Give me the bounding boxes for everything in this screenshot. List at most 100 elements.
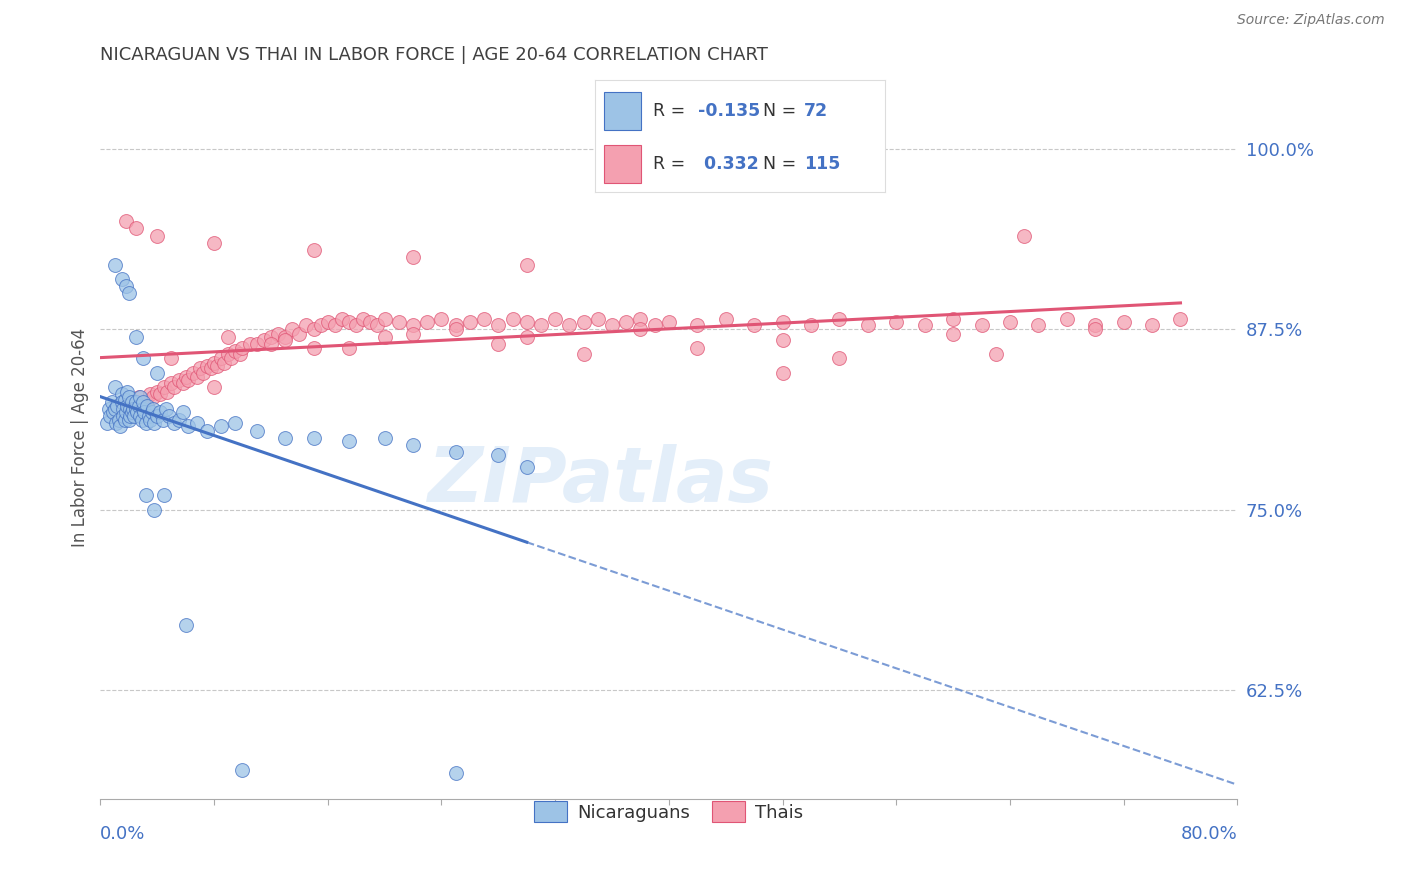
Point [516,329,538,343]
Point [402,326,425,341]
Point [160,351,183,366]
Point [337,315,360,329]
Point [828,351,851,366]
Point [152,413,174,427]
Point [172,405,194,419]
Point [96,417,118,431]
Point [132,394,155,409]
Point [600,318,623,333]
Point [205,359,228,373]
Point [302,431,325,445]
Point [486,318,509,333]
Point [108,413,131,427]
Point [253,333,276,347]
Point [572,315,595,329]
Point [191,366,214,380]
Point [772,366,794,380]
Point [914,318,936,333]
Point [658,315,681,329]
Point [177,373,200,387]
Point [115,214,138,228]
Point [260,337,283,351]
Point [628,312,651,326]
Point [288,326,311,341]
Point [224,417,246,431]
Point [149,387,172,401]
Point [614,315,637,329]
Point [224,344,246,359]
Point [352,312,374,326]
Point [202,235,225,250]
Point [97,401,120,416]
Point [149,405,172,419]
Point [186,370,208,384]
Point [274,431,297,445]
Point [121,394,143,409]
Point [686,318,709,333]
Point [186,417,208,431]
Point [884,315,907,329]
Point [153,488,176,502]
Point [1084,318,1107,333]
Point [444,322,467,336]
Point [444,445,467,459]
Point [374,312,396,326]
Text: Source: ZipAtlas.com: Source: ZipAtlas.com [1237,13,1385,28]
Point [163,417,186,431]
Point [202,380,225,394]
Point [117,399,139,413]
Point [644,318,666,333]
Point [121,394,143,409]
Legend: Nicaraguans, Thais: Nicaraguans, Thais [527,794,811,830]
Point [111,387,134,401]
Point [146,409,169,423]
Point [112,409,135,423]
Point [127,405,149,419]
Point [125,401,148,416]
Point [143,417,166,431]
Point [1012,228,1035,243]
Point [110,419,132,434]
Point [458,315,481,329]
Point [444,318,467,333]
Text: NICARAGUAN VS THAI IN LABOR FORCE | AGE 20-64 CORRELATION CHART: NICARAGUAN VS THAI IN LABOR FORCE | AGE … [100,46,768,64]
Point [374,329,396,343]
Point [209,351,232,366]
Point [195,424,218,438]
Point [302,341,325,355]
Point [155,401,177,416]
Point [486,337,509,351]
Point [686,341,709,355]
Point [107,409,129,423]
Point [141,405,163,419]
Point [970,318,993,333]
Point [309,318,332,333]
Point [388,315,411,329]
Point [472,312,495,326]
Point [359,315,381,329]
Point [139,387,162,401]
Point [714,312,737,326]
Point [103,380,125,394]
Point [146,384,169,399]
Point [267,326,290,341]
Point [129,390,152,404]
Point [115,279,138,293]
Point [114,413,136,427]
Point [111,394,134,409]
Point [544,312,567,326]
Point [212,356,235,370]
Point [217,347,239,361]
Point [742,318,765,333]
Point [174,370,197,384]
Point [136,399,159,413]
Point [121,405,143,419]
Point [260,329,283,343]
Point [167,413,190,427]
Point [125,329,148,343]
Point [157,409,180,423]
Point [942,312,965,326]
Point [246,337,269,351]
Point [132,399,155,413]
Point [134,405,156,419]
